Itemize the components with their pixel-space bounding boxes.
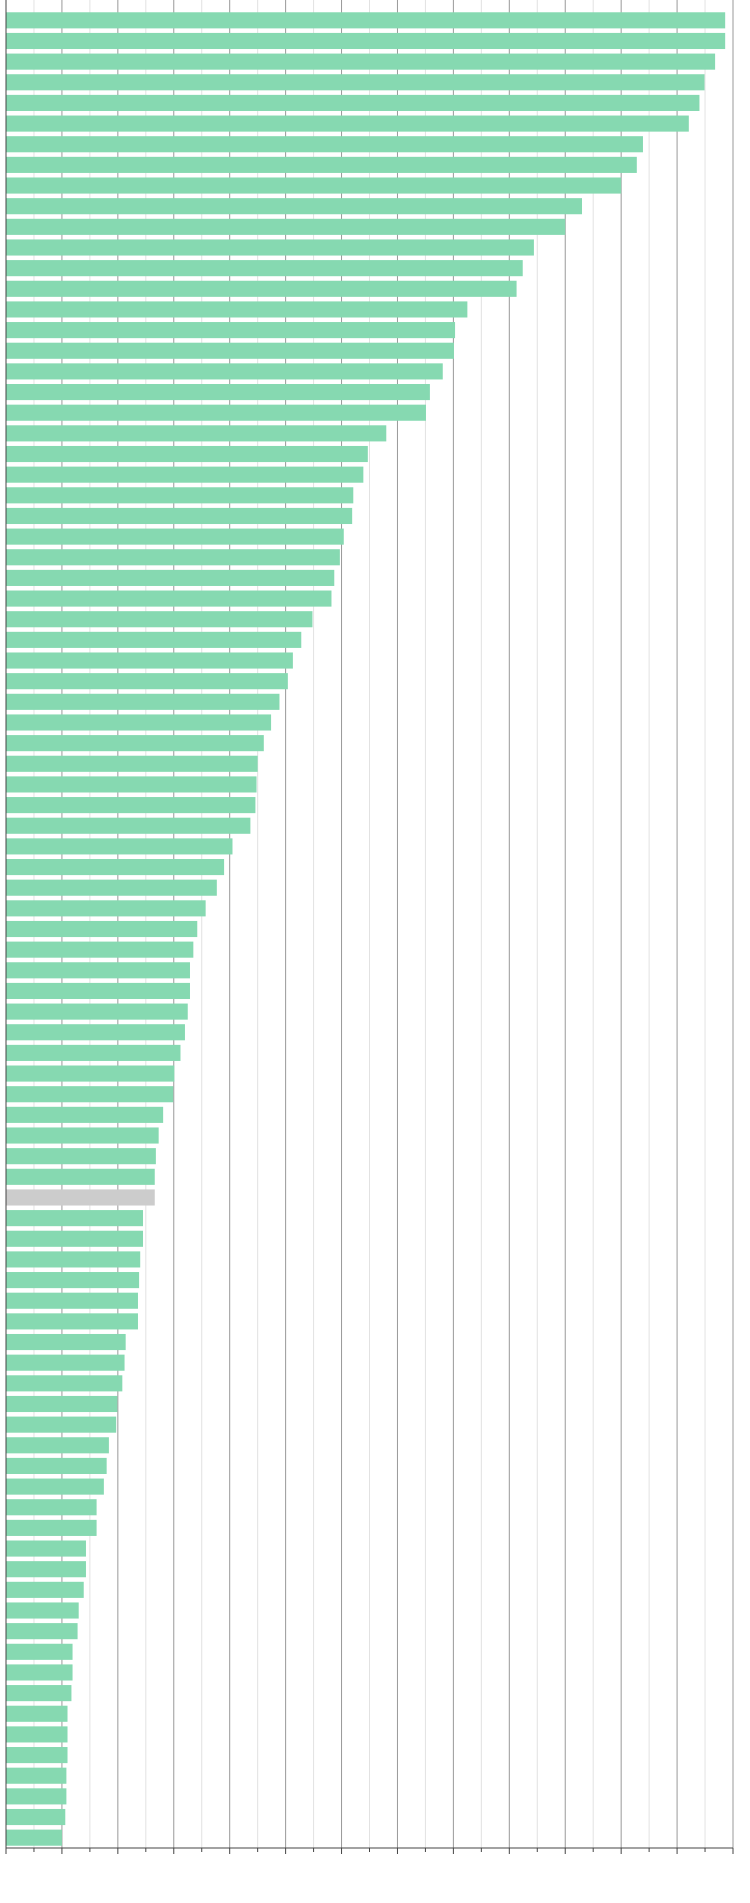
bar [6,1086,174,1103]
bar [6,425,387,442]
bar [6,156,637,173]
bar [6,1106,164,1123]
bar [6,755,258,772]
bar [6,982,190,1000]
bar [6,1003,188,1020]
bar [6,879,217,896]
bar [6,1416,117,1433]
bar [6,1127,159,1144]
bar [6,404,426,421]
bar [6,941,194,958]
bar [6,900,206,917]
bar [6,12,726,29]
bar [6,260,523,277]
bar [6,445,368,463]
bar [6,1065,175,1082]
bar [6,1024,185,1041]
bar [6,714,272,731]
bar [6,1726,68,1743]
bar [6,1581,84,1598]
bar [6,239,534,256]
bar [6,1829,62,1846]
bar [6,198,583,215]
bar [6,1788,67,1805]
bar [6,797,256,814]
bar [6,94,700,111]
bar [6,363,443,380]
bar [6,1437,109,1454]
bar [6,920,198,938]
bar [6,1623,78,1640]
bar [6,53,716,70]
bar [6,136,643,153]
bar [6,1313,138,1330]
bar [6,280,517,297]
bar [6,218,566,235]
bar [6,549,340,566]
bar [6,528,344,545]
bar [6,1499,97,1516]
bar [6,1602,79,1619]
bar [6,507,353,525]
bar [6,693,280,710]
bar [6,1189,155,1206]
bar [6,1561,86,1578]
bar [6,1540,86,1557]
bar [6,962,190,979]
bar [6,322,456,339]
bar [6,776,257,793]
bar [6,487,354,504]
bar [6,1148,156,1165]
bar [6,32,726,50]
bar [6,1395,118,1413]
bar [6,1808,66,1826]
bar [6,652,293,669]
bar [6,1519,97,1536]
bar [6,1478,104,1495]
bar [6,569,335,586]
bar [6,384,430,401]
bar [6,817,251,834]
bar [6,466,364,483]
bar [6,673,288,690]
bar [6,74,705,91]
bar [6,115,689,132]
bar [6,735,264,752]
bar [6,1354,125,1371]
bar [6,1705,68,1722]
bar [6,1685,72,1702]
bar [6,1210,144,1227]
bar [6,611,313,628]
bar [6,590,332,607]
bar [6,1230,144,1247]
bar [6,1168,155,1185]
bar [6,1643,73,1660]
bar [6,1457,107,1474]
bar [6,1292,138,1309]
bar [6,838,233,855]
bar [6,1333,126,1351]
bar [6,1664,73,1681]
bar [6,631,302,648]
bar [6,1375,123,1392]
bar [6,301,468,318]
bar [6,1251,141,1268]
bar [6,1044,181,1061]
bar [6,858,225,876]
bar [6,1767,67,1784]
bar [6,177,622,194]
bar [6,342,454,359]
bar [6,1747,68,1764]
bar [6,1272,140,1289]
